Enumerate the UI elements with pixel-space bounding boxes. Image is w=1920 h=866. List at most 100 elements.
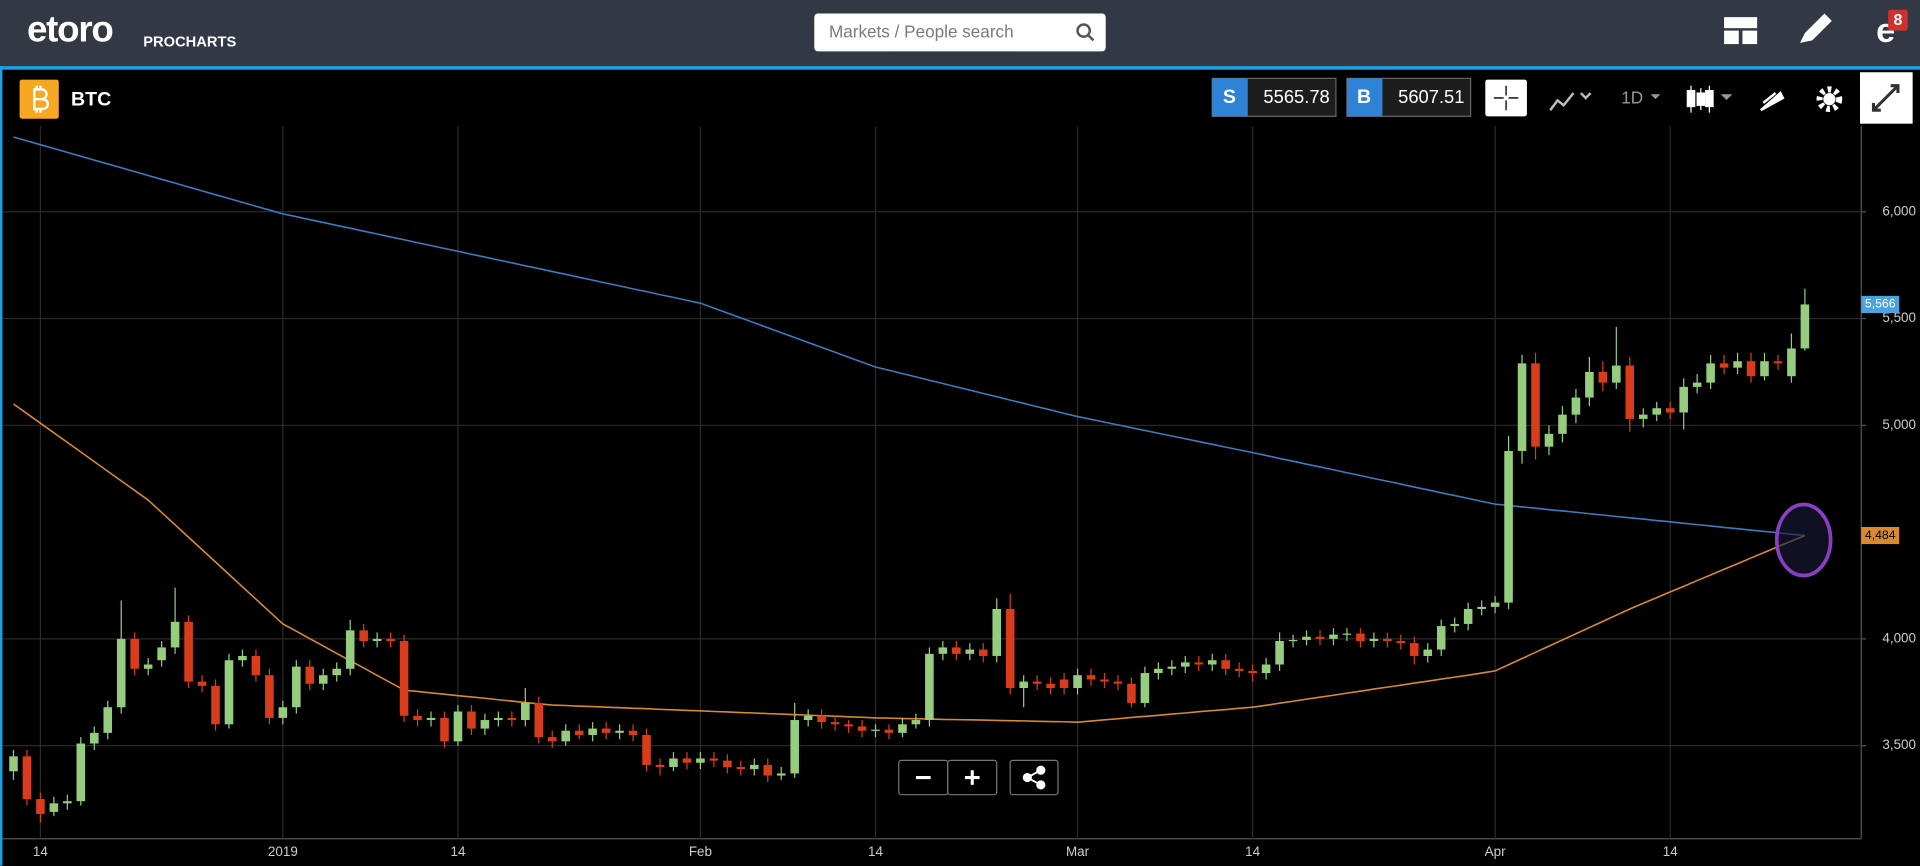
interval[interactable]: 1D — [1621, 88, 1643, 108]
candle-body — [696, 758, 705, 763]
x-tick-label: Apr — [1485, 844, 1506, 859]
candle-body — [426, 717, 436, 721]
candle-body — [197, 681, 207, 686]
candle-body — [871, 729, 880, 731]
candle-body — [453, 711, 463, 742]
candle-body — [1261, 664, 1271, 674]
candle-body — [911, 720, 921, 725]
candle-body — [1167, 666, 1177, 669]
drawing-tools-button[interactable] — [1760, 91, 1785, 112]
zoom-in-icon — [964, 770, 980, 785]
sell-label: S — [1223, 86, 1236, 108]
candle-body — [1544, 433, 1554, 447]
candle-body — [817, 715, 826, 723]
candle-body — [1612, 365, 1621, 383]
candle-body — [1423, 649, 1433, 656]
candle-body — [1746, 361, 1756, 377]
x-tick-label: 14 — [1245, 844, 1260, 859]
crosshair-button[interactable] — [1485, 79, 1527, 117]
x-tick-label: 14 — [1663, 844, 1678, 859]
candle-body — [1181, 662, 1190, 667]
y-tick-label: 5,000 — [1882, 417, 1916, 432]
candle-body — [1477, 606, 1486, 609]
draw-icon[interactable] — [1800, 13, 1832, 43]
x-tick-label: 14 — [868, 844, 883, 859]
candle-body — [1517, 363, 1527, 451]
symbol: BTC — [71, 89, 111, 111]
candle-body — [561, 730, 571, 742]
moving-average-line — [13, 403, 1806, 723]
candle-body — [1154, 668, 1163, 674]
candle-body — [130, 638, 139, 669]
chart-type-button[interactable] — [1686, 85, 1732, 113]
search-box[interactable] — [814, 13, 1106, 52]
candle-body — [1234, 668, 1244, 671]
candle-body — [547, 737, 557, 742]
buy-label: B — [1357, 86, 1371, 108]
layout-icon[interactable] — [1724, 17, 1758, 45]
candle-body — [803, 715, 813, 721]
candle-body — [1315, 636, 1325, 639]
candle-body — [332, 668, 342, 676]
x-tick-label: 2019 — [268, 844, 298, 859]
indicators-button[interactable] — [1549, 92, 1592, 111]
candle-body — [628, 730, 638, 735]
price-badge-label: 4,484 — [1865, 528, 1896, 542]
candle-body — [1598, 371, 1608, 383]
search-icon[interactable] — [1076, 23, 1092, 38]
x-tick-label: 14 — [33, 844, 48, 859]
candle-body — [1140, 673, 1150, 703]
y-tick-label: 3,500 — [1882, 737, 1916, 752]
candle-body — [1086, 675, 1096, 680]
candle-body — [1585, 371, 1594, 398]
candle-body — [1207, 660, 1217, 665]
logo[interactable]: etoro — [27, 9, 114, 50]
candle-body — [1194, 662, 1204, 665]
candle-body — [238, 655, 247, 661]
candle-body — [1652, 408, 1662, 415]
candle-body — [507, 717, 517, 721]
candle-body — [265, 675, 274, 718]
candle-body — [830, 722, 840, 725]
candle-body — [1436, 626, 1446, 650]
candle-body — [844, 724, 853, 727]
candle-body — [763, 764, 773, 776]
candle-body — [494, 717, 503, 721]
candle-body — [1787, 348, 1796, 377]
candle-body — [143, 664, 153, 669]
candle-body — [709, 758, 719, 761]
x-tick-label: Feb — [689, 844, 712, 859]
candle-body — [965, 649, 975, 654]
candle-body — [386, 638, 395, 642]
candle-body — [1248, 670, 1257, 674]
candle-body — [898, 724, 907, 733]
candle-body — [1019, 681, 1028, 689]
candle-body — [345, 630, 355, 669]
candle-body — [750, 764, 759, 770]
candle-body — [440, 717, 449, 742]
candle-body — [251, 655, 261, 676]
settings-button[interactable] — [1816, 86, 1843, 113]
candle-body — [1692, 382, 1702, 387]
candle-body — [601, 728, 611, 733]
candle-body — [170, 621, 180, 648]
candle-body — [1490, 602, 1500, 607]
candle-body — [952, 647, 961, 654]
candle-body — [1558, 414, 1567, 434]
symbol-glyph — [33, 85, 49, 113]
candle-body — [776, 773, 786, 776]
candle-body — [1638, 414, 1648, 419]
candle-body — [1073, 675, 1082, 689]
candle-body — [1450, 623, 1459, 627]
candle-body — [372, 638, 382, 642]
candle-body — [211, 685, 220, 725]
candle-body — [1504, 450, 1513, 603]
x-tick-label: Mar — [1066, 844, 1090, 859]
share-button[interactable] — [1009, 759, 1059, 796]
candle-body — [1625, 365, 1635, 419]
candle-body — [1531, 363, 1540, 447]
x-tick-label: 14 — [450, 844, 465, 859]
candle-body — [1719, 363, 1729, 368]
candle-body — [1356, 633, 1365, 642]
